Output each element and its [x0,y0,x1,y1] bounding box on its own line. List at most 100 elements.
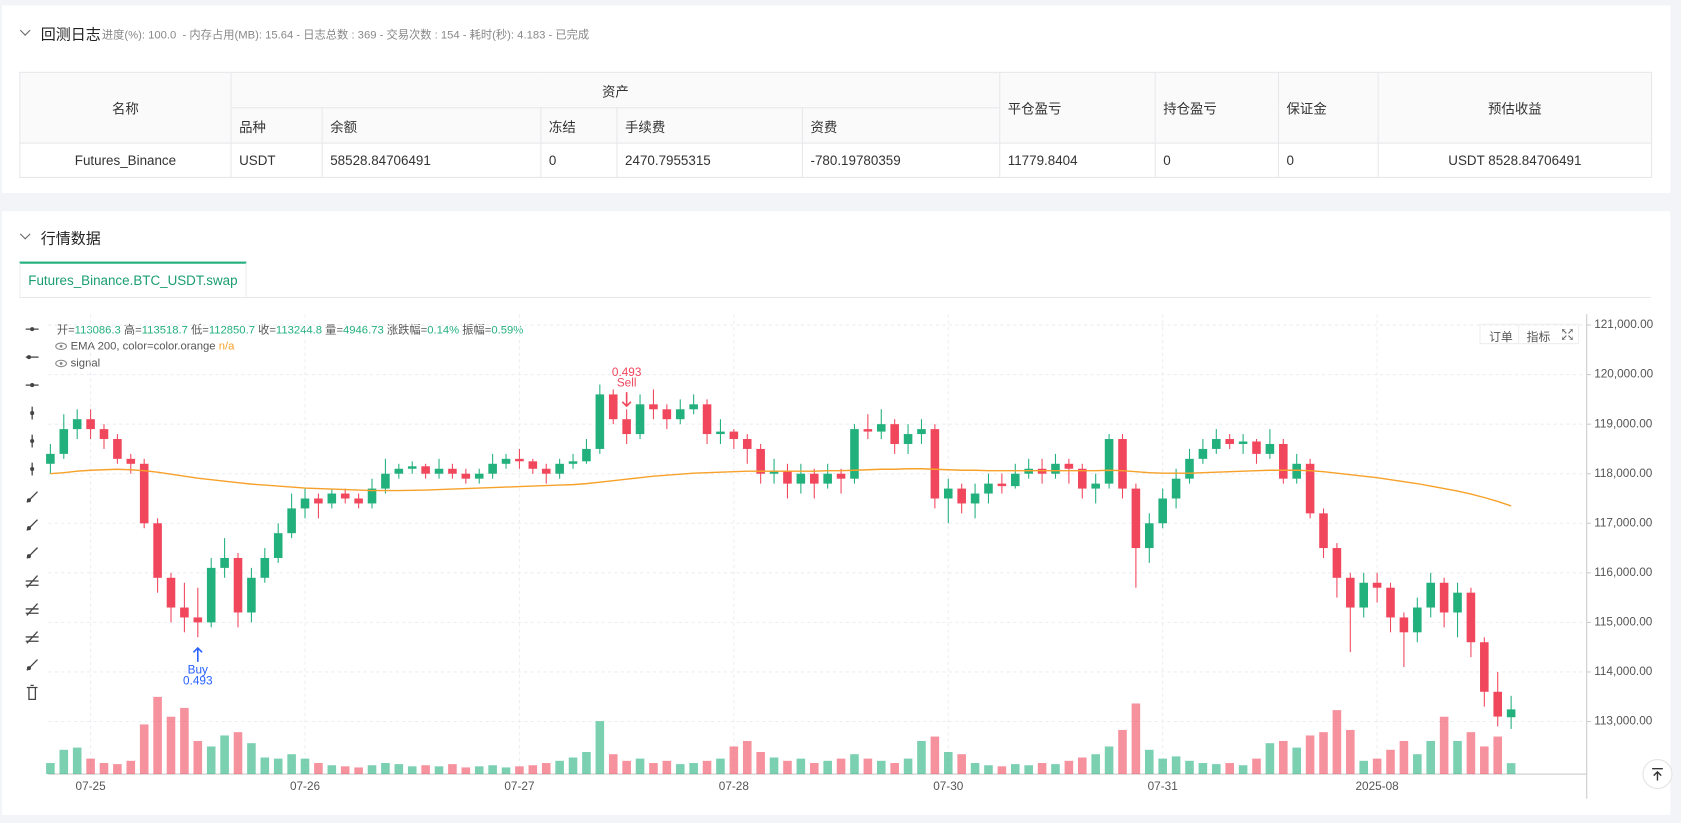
dot [30,411,35,416]
candle-body [220,557,229,568]
x-tick-label: 07-28 [719,780,750,793]
legend-label: 振幅= [462,323,492,337]
volume-bar [850,754,859,775]
volume-bar [1104,746,1114,775]
volume-bar [1091,754,1100,775]
candle-body [1171,478,1181,499]
volume-bar [729,746,739,775]
draw-tool[interactable] [25,327,39,332]
cell: -780.19780359 [801,142,1001,178]
volume-bar [515,766,524,775]
status-text: 进度(%): 100.0 - 内存占用(MB): 15.64 - 日志总数 : … [101,28,590,42]
signal-label: Sell [617,377,637,390]
volume-bar [354,767,363,775]
candle-body [729,431,739,440]
order-button[interactable]: 订单 [1489,331,1513,345]
volume-bar [863,758,873,775]
draw-tool[interactable] [30,462,35,476]
eye-icon[interactable] [55,342,68,351]
y-tick-label: 116,000.00 [1594,566,1653,579]
candle-body [1091,483,1100,489]
draw-tool[interactable] [26,684,38,700]
y-tick-label: 120,000.00 [1594,368,1653,381]
volume-bar [1145,749,1154,775]
candle-body [1010,473,1020,487]
volume-bar [1480,746,1489,775]
cell: USDT [230,142,323,178]
volume-bar [1319,732,1328,775]
draw-tool[interactable] [26,547,38,559]
draw-tool[interactable] [25,355,39,360]
legend-label: 量= [325,323,344,337]
panel-title: 行情数据 [40,229,101,247]
candle-body [1118,439,1127,489]
eye-icon[interactable] [55,359,68,368]
line-icon [25,631,39,644]
volume-bar [287,754,296,775]
candle-body [702,404,712,435]
volume-bar [1372,758,1382,775]
symbol-tab[interactable]: Futures_Binance.BTC_USDT.swap [19,261,247,297]
volume-bar [153,696,162,775]
header-cell: 手续费 [616,107,804,144]
draw-tool[interactable] [26,519,38,531]
volume-bar [997,766,1007,775]
indicator-button[interactable]: 指标 [1526,331,1551,345]
volume-bar [555,760,564,775]
volume-bar [113,764,122,775]
y-tick-label: 117,000.00 [1594,516,1653,529]
volume-bar [233,732,243,775]
candle-body [434,468,444,474]
y-tick-label: 118,000.00 [1594,467,1653,480]
panel-title: 回测日志 [40,25,101,43]
header-cell: 名称 [19,71,232,144]
candle-body [1198,448,1208,459]
x-tick-label: 07-31 [1148,780,1178,793]
candle-body [448,468,457,474]
candle-body [1466,592,1476,643]
candle-body [1413,607,1422,633]
draw-tool[interactable] [26,491,38,503]
volume-bar [394,764,404,775]
candle-body [1064,463,1074,469]
candle-body [59,429,69,454]
legend-value: 113086.3 [74,323,121,337]
draw-tool[interactable] [25,603,39,616]
draw-tool[interactable] [25,383,39,388]
candle-body [555,463,564,474]
volume-bar [582,752,591,775]
volume-bar [541,763,551,775]
volume-bar [662,760,672,775]
draw-tool[interactable] [25,631,39,644]
candle-body [1104,439,1114,484]
volume-bar [501,767,511,775]
draw-tool[interactable] [30,406,35,420]
scroll-top-button[interactable] [1641,758,1673,790]
volume-bar [1399,740,1409,775]
draw-tool[interactable] [30,434,35,448]
candle-body [1493,691,1503,717]
header-cell: 冻结 [540,107,618,144]
candle-body [863,429,873,432]
volume-bar [742,740,752,775]
volume-bar [1064,760,1074,775]
candle-body [528,461,538,469]
volume-bar [260,757,270,775]
candle-body [327,493,337,504]
y-tick-label: 115,000.00 [1594,616,1653,629]
draw-tool[interactable] [25,575,39,588]
x-tick-label: 07-25 [76,780,107,793]
header-cell: 品种 [230,107,323,144]
candle-body [1506,709,1516,718]
volume-bar [247,743,256,775]
volume-bar [220,735,229,775]
draw-tool[interactable] [26,659,38,671]
volume-bar [1426,740,1436,775]
y-tick-label: 119,000.00 [1594,417,1653,430]
volume-bar [327,765,337,775]
cell: 0 [1277,142,1379,178]
fullscreen-button[interactable] [1562,329,1573,340]
candle-body [1225,439,1234,444]
series-status: n/a [218,339,235,353]
legend-value: 113244.8 [275,323,323,337]
